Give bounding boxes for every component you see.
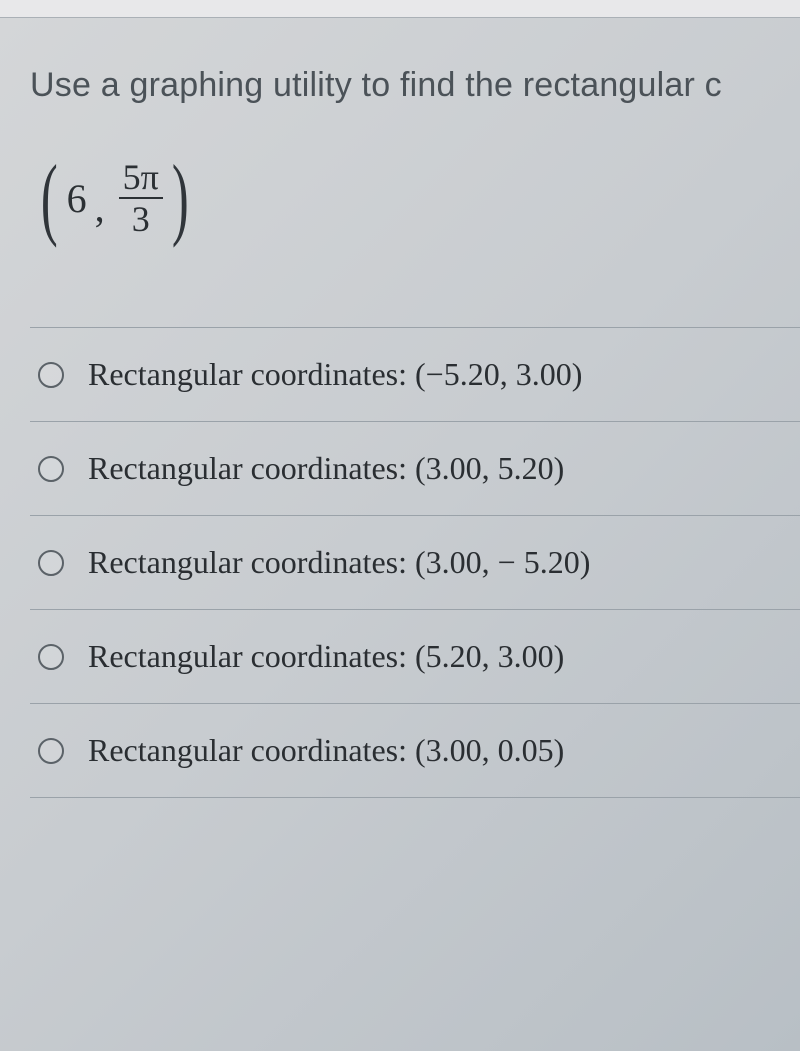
fraction-numerator: 5π [119, 159, 163, 195]
radio-icon[interactable] [38, 738, 64, 764]
comma: , [95, 184, 105, 231]
option-row[interactable]: Rectangular coordinates: (3.00, 5.20) [30, 421, 800, 515]
answer-options: Rectangular coordinates: (−5.20, 3.00) R… [30, 327, 800, 798]
radio-icon[interactable] [38, 644, 64, 670]
expr-inner: 6 , 5π 3 [65, 159, 165, 237]
option-row[interactable]: Rectangular coordinates: (5.20, 3.00) [30, 609, 800, 703]
polar-coordinate-expression: ( 6 , 5π 3 ) [34, 159, 195, 237]
option-label: Rectangular coordinates: (3.00, − 5.20) [88, 544, 590, 581]
polar-angle-fraction: 5π 3 [119, 159, 163, 237]
question-text: Use a graphing utility to find the recta… [30, 66, 800, 105]
question-content: Use a graphing utility to find the recta… [0, 18, 800, 798]
polar-r: 6 [67, 175, 87, 222]
option-label: Rectangular coordinates: (5.20, 3.00) [88, 638, 564, 675]
radio-icon[interactable] [38, 456, 64, 482]
option-row[interactable]: Rectangular coordinates: (3.00, 0.05) [30, 703, 800, 798]
option-label: Rectangular coordinates: (3.00, 5.20) [88, 450, 564, 487]
option-label: Rectangular coordinates: (3.00, 0.05) [88, 732, 564, 769]
option-label: Rectangular coordinates: (−5.20, 3.00) [88, 356, 582, 393]
radio-icon[interactable] [38, 550, 64, 576]
fraction-denominator: 3 [128, 201, 154, 237]
option-row[interactable]: Rectangular coordinates: (3.00, − 5.20) [30, 515, 800, 609]
radio-icon[interactable] [38, 362, 64, 388]
right-paren: ) [172, 161, 189, 235]
window-top-bar [0, 0, 800, 18]
left-paren: ( [41, 161, 58, 235]
option-row[interactable]: Rectangular coordinates: (−5.20, 3.00) [30, 327, 800, 421]
